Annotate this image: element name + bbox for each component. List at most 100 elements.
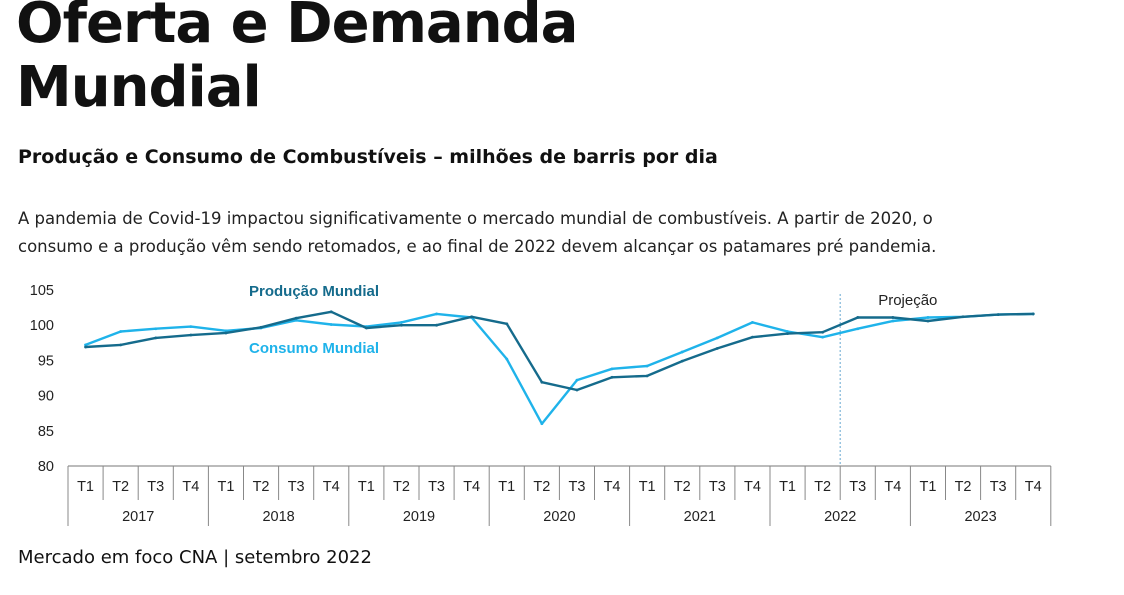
data-point-consumo bbox=[84, 343, 87, 347]
data-point-producao bbox=[84, 345, 87, 349]
data-point-producao bbox=[926, 319, 930, 323]
data-point-producao bbox=[364, 326, 368, 330]
data-point-producao bbox=[786, 332, 789, 336]
data-point-producao bbox=[645, 374, 649, 378]
x-axis: T1 T2 T3 T4 T1 T2 T3 T4 T1 T2 T3 T4 T1 T2 T3 T4 T1 T2 T3 T4… bbox=[67, 465, 1052, 526]
x-tick-label: T1 bbox=[217, 479, 234, 495]
chart-description: A pandemia de Covid-19 impactou signific… bbox=[18, 205, 1118, 261]
x-tick-label: T1 bbox=[919, 479, 936, 495]
series-line-producao bbox=[84, 310, 1035, 392]
x-tick-label: T2 bbox=[112, 479, 129, 495]
x-tick-label: T4 bbox=[604, 479, 621, 495]
data-point-producao bbox=[154, 336, 158, 340]
y-tick-label: 95 bbox=[38, 353, 54, 369]
x-year-label: 2020 bbox=[543, 509, 575, 525]
data-point-consumo bbox=[610, 367, 614, 371]
x-year-label: 2021 bbox=[684, 509, 716, 525]
data-point-producao bbox=[224, 331, 228, 335]
x-year-label: 2022 bbox=[824, 509, 856, 525]
x-tick-label: T4 bbox=[1025, 479, 1042, 495]
description-line-2: consumo e a produção vêm sendo retomados… bbox=[18, 237, 937, 256]
data-point-consumo bbox=[189, 325, 193, 329]
x-tick-label: T3 bbox=[849, 479, 866, 495]
data-point-consumo bbox=[224, 329, 228, 333]
data-point-consumo bbox=[786, 330, 789, 333]
projection-label: Projeção bbox=[878, 292, 937, 309]
data-point-consumo bbox=[891, 319, 895, 323]
y-tick-label: 105 bbox=[30, 283, 54, 299]
x-tick-label: T2 bbox=[674, 479, 691, 495]
x-tick-label: T3 bbox=[568, 479, 585, 495]
data-point-producao bbox=[856, 316, 860, 319]
x-tick-label: T4 bbox=[744, 479, 761, 495]
y-tick-label: 80 bbox=[38, 459, 54, 475]
y-tick-label: 90 bbox=[38, 389, 54, 405]
y-axis: 80 85 90 95 100 105 bbox=[30, 283, 54, 475]
x-year-label: 2018 bbox=[262, 509, 294, 525]
x-tick-label: T1 bbox=[77, 479, 94, 495]
x-tick-label: T2 bbox=[533, 479, 550, 495]
x-tick-label: T3 bbox=[288, 479, 305, 495]
x-tick-label: T4 bbox=[463, 479, 480, 495]
chart-subtitle: Produção e Consumo de Combustíveis – mil… bbox=[18, 146, 718, 168]
data-point-consumo bbox=[715, 336, 719, 340]
x-tick-label: T4 bbox=[182, 479, 199, 495]
x-tick-label: T2 bbox=[393, 479, 410, 495]
x-tick-label: T1 bbox=[358, 479, 375, 495]
data-point-producao bbox=[470, 315, 474, 319]
x-tick-label: T2 bbox=[955, 479, 972, 495]
x-tick-label: T3 bbox=[709, 479, 726, 495]
series-label-consumo: Consumo Mundial bbox=[249, 340, 379, 357]
data-point-consumo bbox=[435, 312, 438, 316]
y-tick-label: 85 bbox=[38, 424, 54, 440]
data-point-consumo bbox=[926, 316, 930, 319]
x-tick-label: T4 bbox=[323, 479, 340, 495]
x-year-label: 2019 bbox=[403, 509, 435, 525]
data-point-producao bbox=[189, 333, 193, 337]
title-line-1: Oferta e Demanda bbox=[16, 0, 578, 56]
data-point-consumo bbox=[645, 364, 649, 368]
data-point-consumo bbox=[821, 335, 825, 339]
chart-labels: Projeção Produção Mundial Consumo Mundial bbox=[249, 283, 937, 357]
data-point-producao bbox=[610, 375, 614, 379]
data-point-producao bbox=[961, 315, 965, 319]
data-point-producao bbox=[751, 335, 754, 339]
data-point-consumo bbox=[680, 350, 684, 354]
data-point-consumo bbox=[119, 330, 123, 333]
data-point-producao bbox=[435, 323, 438, 327]
data-point-producao bbox=[400, 323, 403, 327]
y-tick-label: 100 bbox=[30, 318, 54, 334]
data-point-consumo bbox=[856, 327, 860, 331]
page-title: Oferta e Demanda Mundial bbox=[16, 0, 578, 120]
title-line-2: Mundial bbox=[16, 55, 262, 120]
x-tick-label: T2 bbox=[814, 479, 831, 495]
data-point-producao bbox=[996, 313, 1000, 317]
data-point-producao bbox=[540, 380, 544, 384]
data-point-producao bbox=[505, 322, 509, 326]
data-point-consumo bbox=[329, 323, 333, 326]
x-tick-label: T3 bbox=[990, 479, 1007, 495]
x-year-label: 2023 bbox=[964, 509, 996, 525]
data-point-consumo bbox=[751, 320, 754, 324]
data-point-producao bbox=[575, 388, 579, 392]
series-label-producao: Produção Mundial bbox=[249, 283, 379, 300]
x-tick-label: T3 bbox=[428, 479, 445, 495]
x-tick-label: T1 bbox=[779, 479, 796, 495]
data-point-producao bbox=[1031, 312, 1035, 316]
data-point-producao bbox=[891, 316, 895, 319]
description-line-1: A pandemia de Covid-19 impactou signific… bbox=[18, 209, 933, 228]
data-point-consumo bbox=[540, 422, 544, 426]
data-point-consumo bbox=[575, 378, 579, 382]
source-note: Mercado em foco CNA | setembro 2022 bbox=[18, 547, 372, 568]
data-point-consumo bbox=[400, 320, 403, 324]
data-point-producao bbox=[259, 325, 263, 329]
x-tick-label: T3 bbox=[147, 479, 164, 495]
data-point-producao bbox=[821, 330, 825, 334]
data-point-consumo bbox=[154, 327, 158, 331]
series-line-consumo bbox=[84, 312, 1035, 426]
x-year-label: 2017 bbox=[122, 509, 154, 525]
data-point-producao bbox=[715, 347, 719, 350]
data-point-producao bbox=[294, 316, 298, 320]
data-point-producao bbox=[680, 359, 684, 363]
